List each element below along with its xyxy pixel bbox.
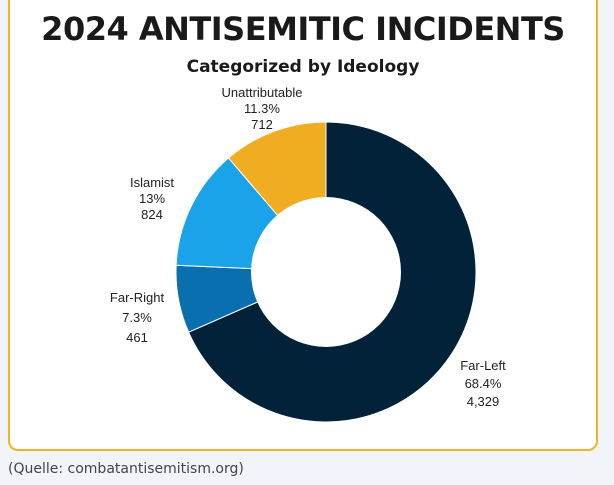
donut-hole <box>251 197 401 347</box>
slice-label-far-right-count: 461 <box>126 330 148 345</box>
slice-label-islamist-name: Islamist <box>130 175 174 190</box>
slice-label-far-left-percent: 68.4% <box>465 376 502 391</box>
slice-label-far-left-count: 4,329 <box>467 394 500 409</box>
slice-label-islamist-count: 824 <box>141 207 163 222</box>
slice-label-islamist-percent: 13% <box>139 191 165 206</box>
slice-label-far-right-percent: 7.3% <box>122 310 152 325</box>
slice-label-unattributable-percent: 11.3% <box>244 101 280 116</box>
slice-label-unattributable-name: Unattributable <box>222 85 303 100</box>
chart-subtitle: Categorized by Ideology <box>186 57 420 77</box>
slice-label-far-right-name: Far-Right <box>110 290 165 305</box>
chart-title: 2024 ANTISEMITIC INCIDENTS <box>41 10 565 48</box>
source-caption: (Quelle: combatantisemitism.org) <box>8 461 244 477</box>
slice-label-far-left-name: Far-Left <box>460 358 506 373</box>
slice-label-unattributable-count: 712 <box>251 117 273 132</box>
